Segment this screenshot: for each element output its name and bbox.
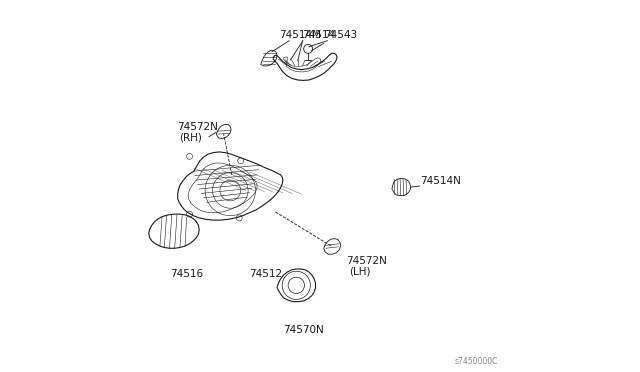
Text: 74514N: 74514N bbox=[420, 176, 461, 186]
Text: 74514M: 74514M bbox=[279, 30, 321, 39]
Text: s7450000C: s7450000C bbox=[454, 357, 498, 366]
Text: 74572N: 74572N bbox=[177, 122, 218, 132]
Text: (LH): (LH) bbox=[349, 266, 371, 276]
Text: (RH): (RH) bbox=[180, 132, 202, 142]
Text: 74572N: 74572N bbox=[346, 256, 387, 266]
Text: 74512: 74512 bbox=[250, 269, 283, 279]
Text: 74516: 74516 bbox=[170, 269, 203, 279]
Text: 74514: 74514 bbox=[303, 30, 336, 39]
Text: 74543: 74543 bbox=[324, 30, 357, 39]
Text: 74570N: 74570N bbox=[283, 325, 324, 335]
